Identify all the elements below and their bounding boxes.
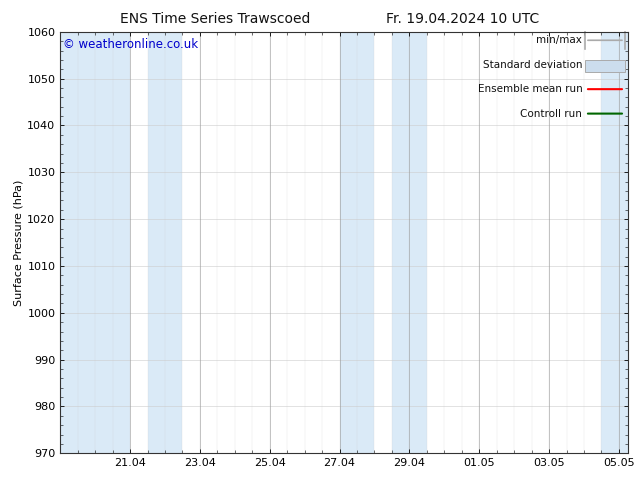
Text: © weatheronline.co.uk: © weatheronline.co.uk	[63, 38, 198, 51]
Text: Ensemble mean run: Ensemble mean run	[477, 84, 582, 94]
Text: min/max: min/max	[536, 35, 582, 45]
Text: Controll run: Controll run	[521, 109, 582, 119]
Text: Fr. 19.04.2024 10 UTC: Fr. 19.04.2024 10 UTC	[386, 12, 540, 26]
Bar	[602, 32, 628, 453]
Bar	[340, 32, 375, 453]
Bar	[392, 32, 427, 453]
FancyBboxPatch shape	[585, 60, 625, 73]
Text: ENS Time Series Trawscoed: ENS Time Series Trawscoed	[120, 12, 311, 26]
Bar	[60, 32, 130, 453]
Bar	[148, 32, 183, 453]
Y-axis label: Surface Pressure (hPa): Surface Pressure (hPa)	[13, 179, 23, 306]
Text: Standard deviation: Standard deviation	[482, 60, 582, 70]
